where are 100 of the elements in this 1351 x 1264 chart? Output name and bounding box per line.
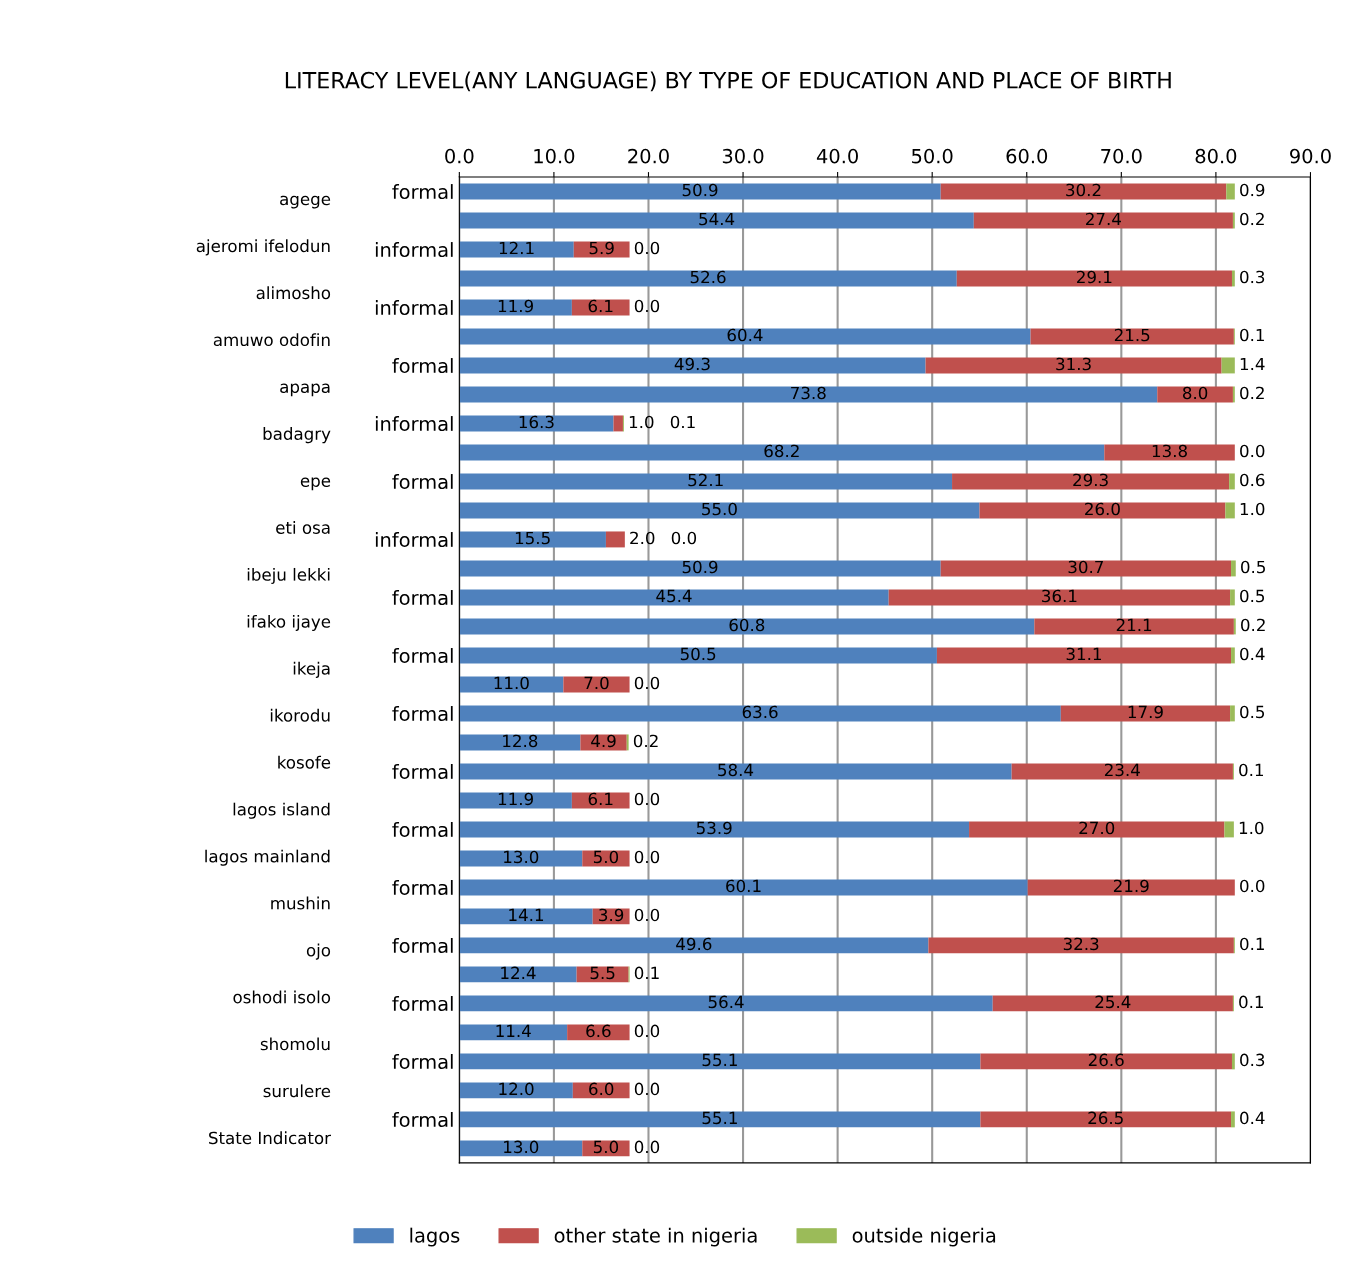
text: surulere	[263, 1084, 331, 1098]
data-label: 13.8	[1152, 444, 1187, 458]
data-label: 27.4	[1086, 212, 1121, 226]
data-label: 13.0	[504, 850, 539, 864]
data-label: 16.3	[519, 415, 554, 429]
bar	[605, 531, 625, 548]
bar	[1226, 183, 1235, 200]
bar	[571, 792, 630, 809]
bar	[459, 850, 583, 867]
bar	[1221, 357, 1235, 374]
text: badagry	[263, 427, 331, 444]
bar	[1231, 560, 1236, 577]
bar	[459, 618, 1035, 635]
data-label: 13.0	[504, 1140, 539, 1154]
x-tick-label: 40.0	[816, 148, 858, 164]
bar	[925, 357, 1222, 374]
data-label: 1.0	[1240, 502, 1265, 516]
x-tick-label: 90.0	[1290, 148, 1331, 164]
bar	[1011, 763, 1233, 780]
data-label: 1.0	[1239, 821, 1264, 835]
data-label: 5.5	[590, 966, 615, 980]
data-label: 1.4	[1240, 357, 1265, 371]
data-label: 17.9	[1128, 705, 1163, 719]
data-label: 6.0	[589, 1082, 614, 1096]
bar	[576, 966, 629, 983]
x-tick-label: 30.0	[722, 148, 764, 164]
text: amuwo odofin	[213, 333, 330, 347]
bar	[459, 966, 577, 983]
data-label: 0.1	[1240, 328, 1264, 342]
bar	[459, 270, 957, 287]
bar	[1060, 705, 1231, 722]
data-label: 0.5	[1241, 560, 1265, 574]
legend-label: lagos	[410, 1227, 460, 1247]
data-label: 14.1	[509, 908, 544, 921]
bar	[459, 676, 564, 693]
y-tick-label: informal	[375, 300, 453, 316]
x-tick-label: 60.0	[1006, 148, 1048, 164]
text: ajeromi ifelodun	[196, 239, 330, 256]
text: alimosho	[256, 286, 331, 300]
bar	[571, 299, 630, 316]
data-label: 12.4	[501, 966, 536, 979]
bar	[459, 705, 1061, 722]
bar	[1231, 270, 1235, 287]
text: lagos island	[233, 802, 330, 819]
data-label: 6.1	[588, 792, 613, 806]
data-label: 0.9	[1240, 183, 1265, 197]
data-label: 7.0	[584, 676, 609, 690]
data-label: 0.1	[1239, 995, 1263, 1009]
y-tick-label: formal	[392, 706, 453, 722]
x-tick-label: 10.0	[534, 148, 575, 164]
data-label: 5.0	[593, 1140, 619, 1154]
text: ibeju lekki	[247, 567, 330, 585]
bar	[459, 792, 572, 809]
bar	[1230, 589, 1235, 606]
data-label: 60.4	[727, 328, 763, 342]
data-label: 0.2	[1241, 618, 1265, 632]
bar	[459, 386, 1158, 403]
data-label: 6.6	[586, 1024, 611, 1038]
bar	[459, 908, 593, 925]
data-label: 0.2	[1240, 386, 1264, 400]
data-label: 58.4	[718, 763, 754, 777]
text: oshodi isolo	[233, 990, 331, 1004]
chart-title: LITERACY LEVEL(ANY LANGUAGE) BY TYPE OF EDUCATION AND PLACE OF BIRTH	[285, 71, 1171, 92]
legend-label: other state in nigeria	[554, 1227, 757, 1247]
data-label: 0.0	[634, 792, 660, 806]
data-label: 0.2	[1240, 212, 1264, 226]
bar	[459, 415, 614, 432]
data-label: 30.2	[1066, 183, 1101, 197]
data-label: 55.1	[702, 1053, 737, 1067]
data-label: 15.5	[515, 531, 550, 545]
bar	[1224, 821, 1234, 838]
data-label: 0.1	[670, 415, 695, 429]
data-label: 50.9	[682, 560, 718, 574]
bar	[979, 502, 1226, 519]
x-tick-label: 70.0	[1101, 148, 1142, 164]
bar	[992, 995, 1233, 1012]
data-label: 6.1	[588, 299, 613, 313]
data-label: 0.0	[671, 531, 697, 545]
data-label: 0.5	[1240, 589, 1265, 603]
bar	[1231, 647, 1235, 664]
data-label: 27.0	[1079, 821, 1115, 835]
bar	[459, 357, 926, 374]
data-label: 5.9	[589, 241, 614, 255]
data-label: 25.4	[1095, 995, 1131, 1009]
data-label: 0.0	[634, 908, 660, 922]
y-tick-label: formal	[392, 358, 453, 374]
data-label: 0.0	[634, 676, 660, 690]
y-tick-label: formal	[392, 648, 453, 664]
bar	[980, 1053, 1232, 1070]
text: epe	[300, 477, 331, 491]
bar	[1030, 328, 1234, 345]
y-tick-label: formal	[392, 880, 453, 896]
bar	[459, 444, 1105, 461]
bar	[1034, 618, 1234, 635]
data-label: 26.5	[1088, 1111, 1123, 1125]
bar	[459, 531, 606, 548]
data-label: 0.0	[634, 1024, 660, 1038]
data-label: 1.0	[629, 415, 654, 429]
bar	[459, 937, 929, 954]
bar	[936, 647, 1232, 664]
